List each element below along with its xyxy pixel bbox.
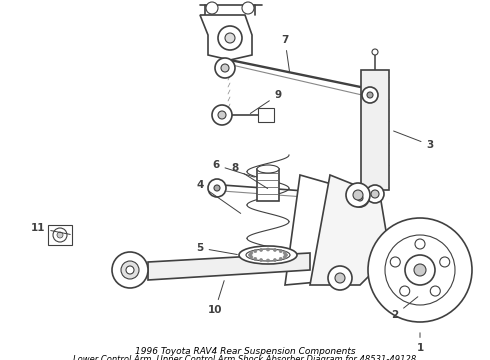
Polygon shape: [310, 175, 390, 285]
Text: 2: 2: [392, 297, 418, 320]
Text: 8: 8: [231, 163, 268, 189]
Circle shape: [362, 87, 378, 103]
Circle shape: [250, 251, 253, 255]
Ellipse shape: [239, 246, 297, 264]
Bar: [395, 240, 425, 300]
Circle shape: [260, 248, 263, 251]
Polygon shape: [285, 175, 370, 285]
Bar: [257, 169, 279, 201]
Circle shape: [212, 105, 232, 125]
Circle shape: [283, 256, 286, 258]
Circle shape: [267, 248, 270, 251]
Circle shape: [218, 26, 242, 50]
Circle shape: [414, 264, 426, 276]
Circle shape: [372, 49, 378, 55]
Text: 5: 5: [196, 243, 237, 255]
Circle shape: [254, 257, 257, 260]
Circle shape: [250, 256, 253, 258]
Text: 6: 6: [212, 160, 254, 177]
Ellipse shape: [246, 249, 290, 261]
Text: 4: 4: [196, 180, 241, 213]
Circle shape: [335, 273, 345, 283]
Circle shape: [126, 266, 134, 274]
Ellipse shape: [257, 165, 279, 173]
Circle shape: [215, 58, 235, 78]
Circle shape: [248, 253, 251, 256]
Circle shape: [273, 248, 276, 251]
Circle shape: [279, 249, 282, 253]
Circle shape: [353, 190, 363, 200]
Circle shape: [385, 235, 455, 305]
Circle shape: [225, 33, 235, 43]
Polygon shape: [148, 253, 310, 280]
Polygon shape: [200, 15, 252, 60]
Circle shape: [285, 253, 288, 256]
Bar: [361, 70, 389, 190]
Circle shape: [371, 190, 379, 198]
Circle shape: [328, 266, 352, 290]
Circle shape: [57, 232, 63, 238]
Circle shape: [430, 286, 441, 296]
Circle shape: [368, 218, 472, 322]
Circle shape: [260, 258, 263, 262]
Circle shape: [53, 228, 67, 242]
Text: 3: 3: [393, 131, 434, 150]
Bar: [48, 225, 72, 245]
Text: 11: 11: [31, 223, 70, 234]
Circle shape: [121, 261, 139, 279]
Circle shape: [366, 185, 384, 203]
Circle shape: [351, 189, 369, 207]
Circle shape: [214, 185, 220, 191]
Text: 10: 10: [208, 281, 224, 315]
Circle shape: [346, 183, 370, 207]
Text: 7: 7: [281, 35, 290, 72]
Circle shape: [221, 64, 229, 72]
Circle shape: [242, 2, 254, 14]
Circle shape: [367, 92, 373, 98]
Bar: [258, 108, 274, 122]
Circle shape: [112, 252, 148, 288]
Circle shape: [440, 257, 450, 267]
Circle shape: [208, 179, 226, 197]
Circle shape: [415, 239, 425, 249]
Circle shape: [218, 111, 226, 119]
Circle shape: [273, 258, 276, 262]
Circle shape: [357, 195, 363, 201]
Text: 1: 1: [416, 333, 424, 353]
Circle shape: [400, 286, 410, 296]
Circle shape: [405, 255, 435, 285]
Text: 1996 Toyota RAV4 Rear Suspension Components: 1996 Toyota RAV4 Rear Suspension Compone…: [135, 347, 355, 356]
Circle shape: [254, 249, 257, 253]
Circle shape: [283, 251, 286, 255]
Text: Lower Control Arm, Upper Control Arm Shock Absorber Diagram for 48531-49128: Lower Control Arm, Upper Control Arm Sho…: [74, 356, 416, 360]
Circle shape: [206, 2, 218, 14]
Circle shape: [267, 259, 270, 262]
Text: 9: 9: [250, 90, 282, 113]
Circle shape: [279, 257, 282, 260]
Circle shape: [390, 257, 400, 267]
